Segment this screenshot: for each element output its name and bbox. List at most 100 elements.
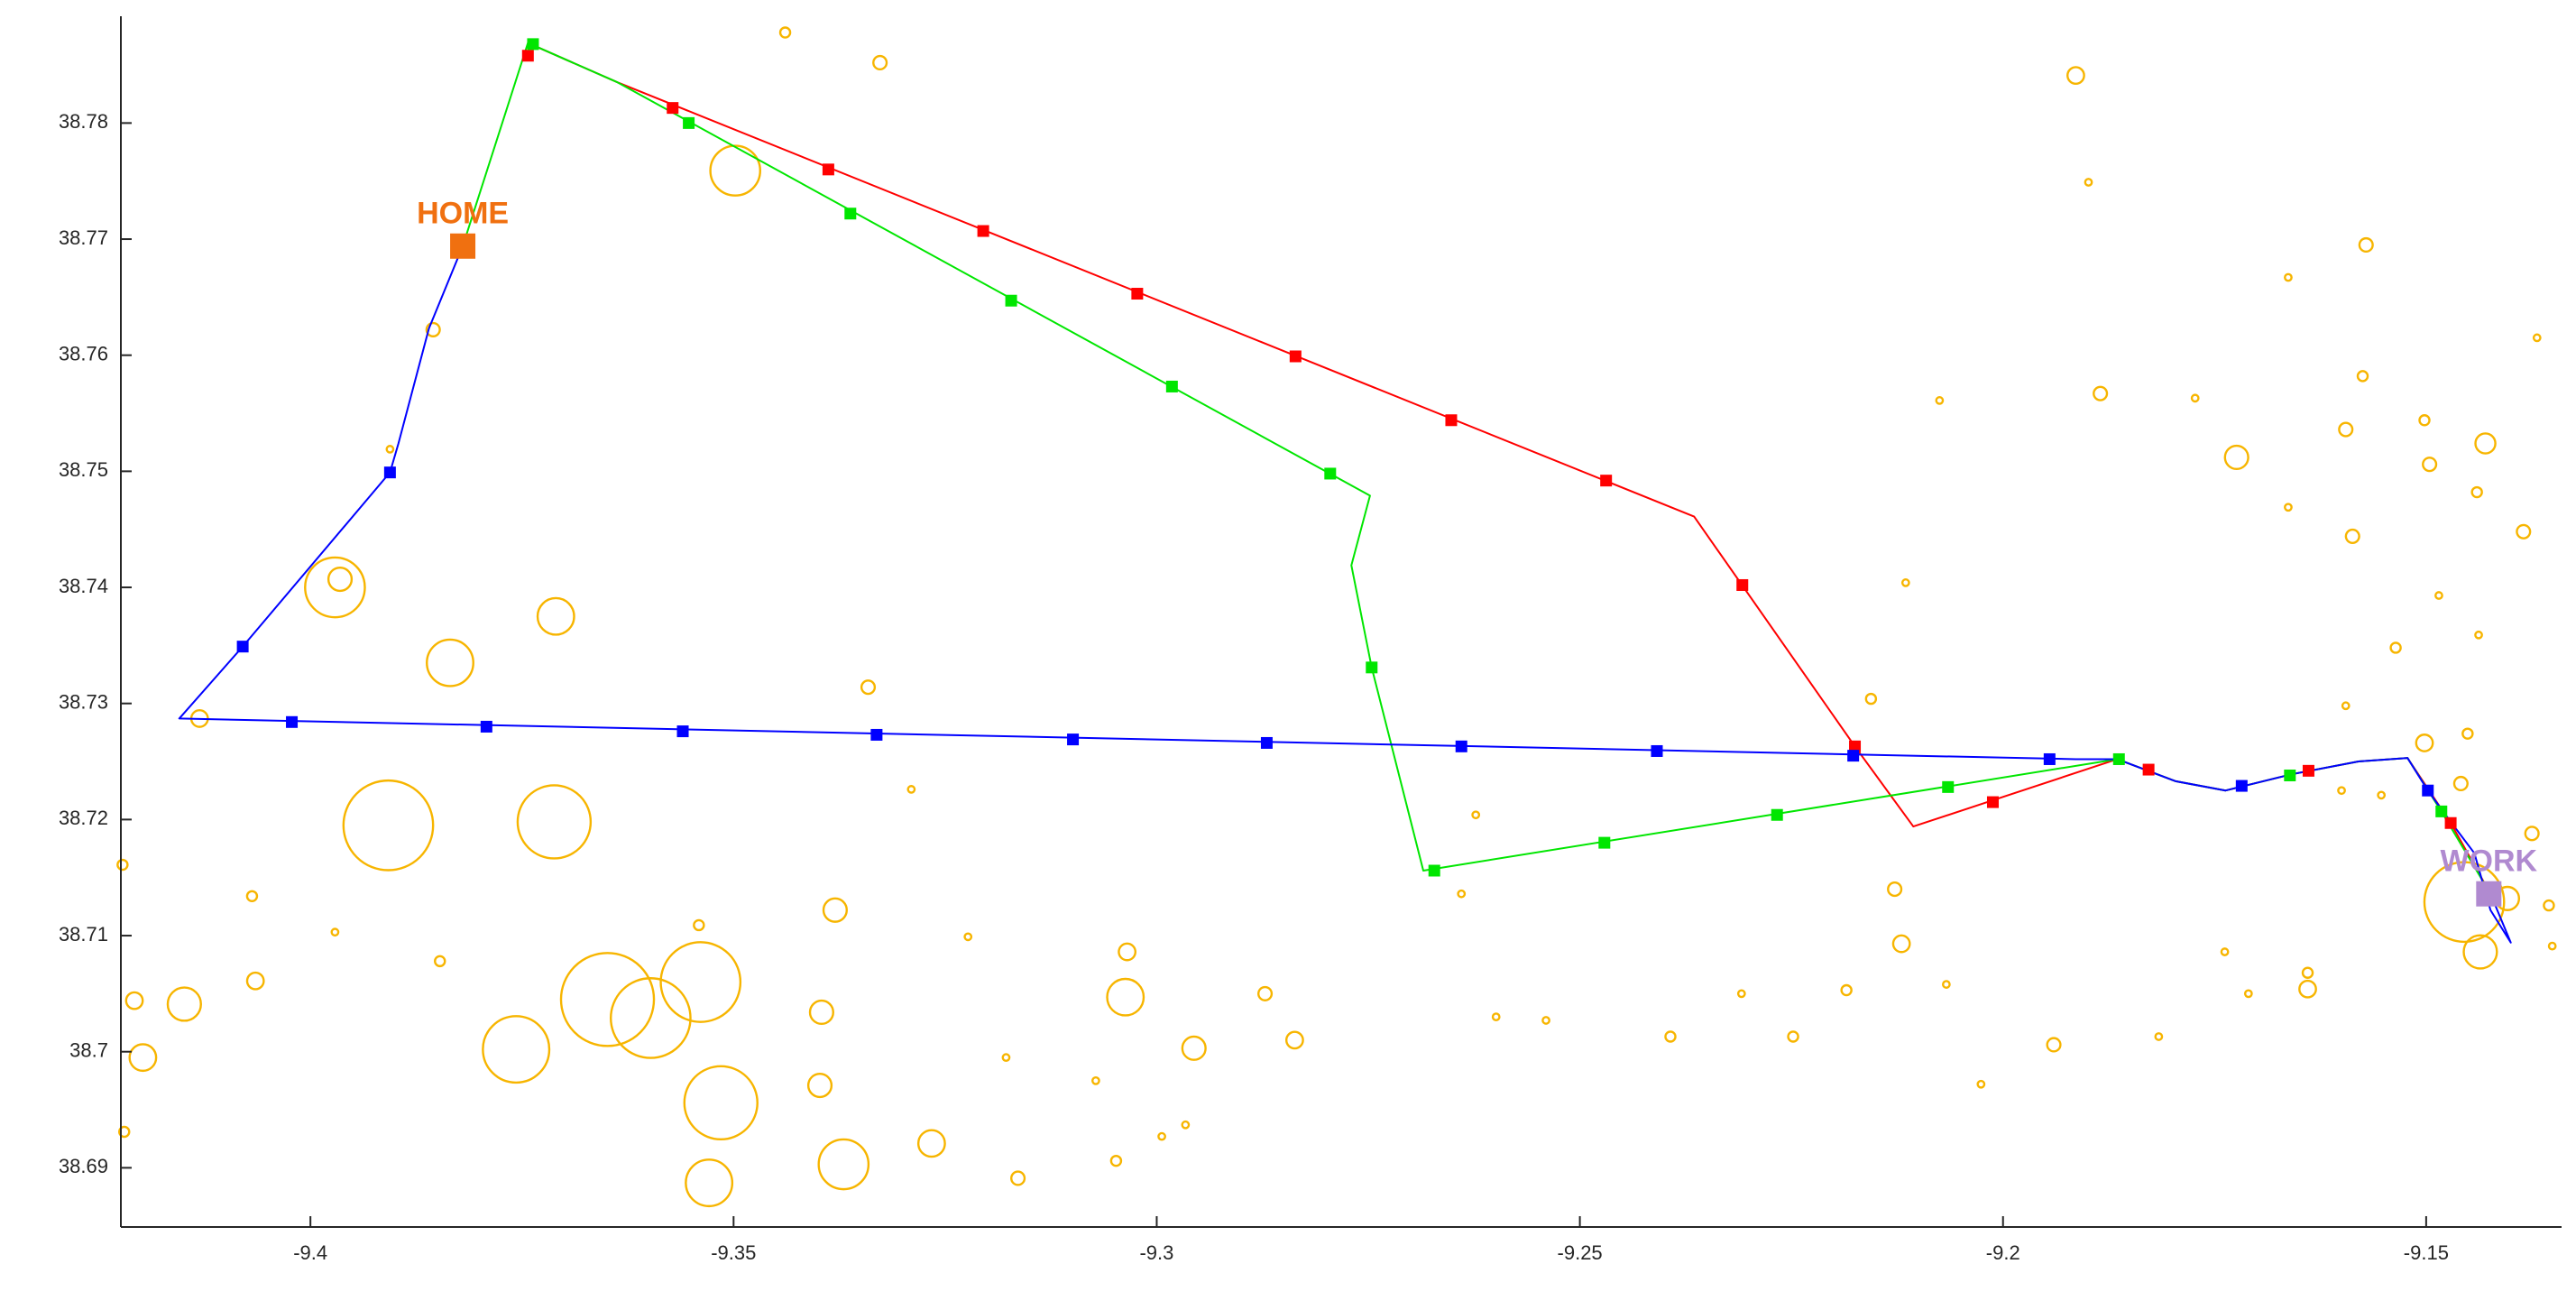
x-tick-label: -9.15 <box>2404 1241 2449 1264</box>
bubble <box>2093 385 2109 401</box>
route-marker <box>1600 475 1613 487</box>
bubble <box>906 785 916 794</box>
bubble <box>342 779 435 872</box>
route-marker <box>683 116 695 129</box>
bubble <box>2046 1037 2062 1053</box>
bubble <box>2462 934 2498 970</box>
bubble <box>1491 1012 1501 1021</box>
bubble <box>304 556 366 619</box>
route-marker <box>2435 805 2448 817</box>
bubble <box>1541 1016 1550 1025</box>
bubble <box>806 1072 833 1099</box>
route-marker <box>1428 864 1440 877</box>
route-marker <box>676 725 689 738</box>
bubble <box>1109 1154 1123 1167</box>
route-marker <box>1986 796 1999 808</box>
bubble <box>2470 485 2483 499</box>
bubble <box>2532 333 2542 343</box>
bubble <box>2415 733 2434 752</box>
route-marker <box>1445 414 1458 427</box>
place-label: HOME <box>417 197 509 231</box>
place-label: WORK <box>2440 844 2537 879</box>
route-marker <box>480 720 492 733</box>
bubble <box>2284 503 2293 512</box>
bubble <box>2220 947 2230 956</box>
route-marker <box>1324 467 1337 480</box>
bubble <box>1284 1030 1304 1050</box>
bubble <box>2452 775 2469 792</box>
bubble <box>2301 966 2314 979</box>
bubble <box>2154 1032 2164 1041</box>
route-marker <box>1455 740 1467 752</box>
bubble <box>1787 1030 1799 1043</box>
y-tick-label: 38.71 <box>59 923 108 946</box>
route-marker <box>1651 744 1663 757</box>
bubble <box>2356 370 2369 383</box>
bubble <box>559 952 656 1047</box>
bubble <box>963 932 973 942</box>
route-marker <box>527 38 539 51</box>
bubble <box>659 941 742 1023</box>
bubble <box>1900 578 1910 587</box>
route-marker <box>383 466 396 479</box>
y-tick-label: 38.73 <box>59 691 108 714</box>
route-marker <box>1289 350 1302 363</box>
bubble <box>2423 861 2506 944</box>
route-marker <box>2284 769 2296 781</box>
route-marker <box>1067 733 1080 746</box>
bubble <box>1157 1131 1166 1141</box>
bubble <box>817 1138 870 1191</box>
bubble <box>434 955 446 968</box>
bubble <box>1840 983 1853 997</box>
y-tick-label: 38.7 <box>69 1039 108 1062</box>
bubble <box>1001 1053 1011 1063</box>
bubble <box>1864 692 1878 706</box>
route-marker <box>236 641 249 653</box>
bubble <box>1891 934 1911 954</box>
bubble <box>2547 941 2557 951</box>
route-marker <box>2422 784 2434 797</box>
y-tick-label: 38.75 <box>59 458 108 481</box>
route-marker <box>521 50 534 62</box>
route-layer <box>178 42 2512 944</box>
bubble <box>693 918 705 932</box>
bubble <box>2516 523 2532 540</box>
bubble <box>778 26 792 39</box>
route-line <box>178 245 2512 944</box>
place-marker <box>2476 881 2502 907</box>
bubble <box>327 566 354 593</box>
bubble <box>808 999 834 1026</box>
bubble <box>2434 591 2443 600</box>
bubble <box>166 986 202 1022</box>
bubble <box>1118 942 1137 962</box>
bubble <box>1091 1075 1100 1085</box>
bubble <box>1181 1035 1207 1061</box>
bubble <box>709 144 761 197</box>
route-marker <box>1260 736 1273 749</box>
y-tick-label: 38.72 <box>59 807 108 829</box>
bubble <box>2084 178 2093 187</box>
route-marker <box>1847 750 1860 762</box>
bubble <box>1887 881 1903 898</box>
bubble <box>2341 701 2351 711</box>
bubble <box>2284 272 2293 282</box>
bubble <box>330 927 340 937</box>
route-line <box>527 42 2492 895</box>
route-marker <box>1598 836 1611 849</box>
bubble <box>2543 899 2555 912</box>
route-marker <box>1849 740 1862 752</box>
route-marker <box>844 208 857 220</box>
route-marker <box>1942 780 1955 793</box>
bubble <box>1181 1120 1191 1130</box>
route-marker <box>667 102 679 115</box>
x-tick-label: -9.25 <box>1558 1241 1603 1264</box>
bubble <box>1736 989 1746 999</box>
bubble <box>685 1158 734 1208</box>
route-line <box>462 42 2492 895</box>
bubble <box>516 784 593 860</box>
bubble <box>128 1043 158 1073</box>
x-tick-label: -9.4 <box>293 1241 327 1264</box>
y-tick-label: 38.69 <box>59 1155 108 1177</box>
